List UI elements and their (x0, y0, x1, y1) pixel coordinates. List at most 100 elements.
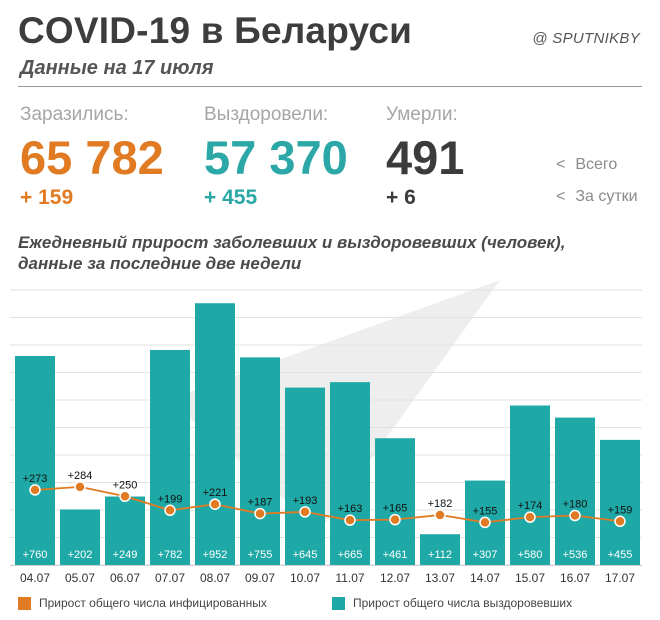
bar-label-recovered: +307 (473, 549, 498, 561)
point-infected (434, 509, 446, 521)
bar-label-recovered: +112 (428, 549, 452, 561)
line-infected (34, 485, 621, 524)
bar-recovered (285, 387, 325, 565)
stat-infected-total: 65 782 (20, 131, 164, 184)
bar-label-recovered: +202 (68, 549, 93, 561)
legend-swatch-recovered (332, 596, 345, 610)
bar-label-recovered: +665 (338, 549, 363, 561)
point-infected (479, 516, 491, 529)
bar-recovered (150, 349, 190, 565)
point-label-infected: +163 (338, 503, 363, 515)
bar-recovered (240, 357, 280, 565)
point-infected (524, 511, 536, 523)
point-label-infected: +155 (473, 505, 498, 517)
legend-recovered-label: Прирост общего числа выздоровевших (353, 596, 573, 610)
legend-infected: Прирост общего числа инфицированных (18, 596, 267, 610)
source-credit: @ SPUTNIKBY (532, 30, 640, 47)
header-divider (18, 86, 642, 87)
x-tick-label: 15.07 (515, 571, 545, 585)
chevron-left-icon: < (556, 188, 566, 205)
legend-swatch-infected (18, 596, 31, 610)
legend-recovered: Прирост общего числа выздоровевших (332, 596, 572, 610)
stat-recovered-label: Выздоровели: (204, 104, 329, 125)
point-infected (569, 509, 581, 522)
x-tick-label: 13.07 (425, 571, 455, 585)
line-group: +273 +284 +250 +199 +221 +187 +193 +163 +165 +182… (23, 470, 633, 529)
point-label-infected: +273 (23, 473, 48, 485)
point-label-infected: +182 (428, 498, 453, 510)
point-label-infected: +193 (293, 495, 318, 507)
hint-total-label: Всего (575, 156, 618, 173)
point-infected (614, 515, 626, 528)
bar-recovered (555, 417, 595, 565)
stat-infected-delta: + 159 (20, 186, 74, 209)
x-tick-label: 11.07 (335, 571, 364, 585)
x-tick-label: 16.07 (560, 571, 590, 585)
bar-label-recovered: +536 (563, 549, 588, 561)
x-tick-label: 07.07 (155, 571, 185, 585)
bar-recovered (375, 438, 415, 565)
point-label-infected: +221 (203, 487, 228, 499)
stat-died-label: Умерли: (386, 104, 458, 125)
bar-label-recovered: +755 (248, 549, 273, 561)
chart-title: Ежедневный прирост заболевших и выздоров… (18, 233, 566, 273)
point-label-infected: +174 (518, 500, 543, 512)
bar-label-recovered: +760 (23, 549, 48, 561)
x-tick-label: 04.07 (20, 571, 50, 585)
x-tick-label: 14.07 (470, 571, 500, 585)
point-infected (389, 513, 401, 526)
point-label-infected: +199 (158, 493, 183, 505)
bar-label-recovered: +455 (608, 549, 633, 561)
hint-daily: < За сутки (556, 188, 638, 206)
bar-recovered (330, 382, 370, 565)
stat-died-total: 491 (386, 131, 465, 184)
point-label-infected: +187 (248, 497, 273, 509)
stat-recovered-delta: + 455 (204, 186, 258, 209)
stat-infected: Заразились: 65 782 + 159 (20, 104, 164, 210)
point-infected (344, 514, 356, 526)
bar-label-recovered: +782 (158, 549, 183, 561)
x-axis: 04.07 05.07 06.07 07.07 08.07 09.07 10.07 11.07… (10, 565, 642, 585)
bar-label-recovered: +952 (203, 549, 228, 561)
point-label-infected: +159 (608, 504, 633, 516)
bar-recovered (600, 439, 640, 565)
point-infected (119, 490, 131, 502)
point-infected (254, 507, 266, 520)
stat-recovered: Выздоровели: 57 370 + 455 (204, 104, 348, 210)
x-tick-label: 06.07 (110, 571, 140, 585)
bar-recovered (15, 356, 55, 565)
point-infected (164, 504, 176, 517)
stat-infected-label: Заразились: (20, 104, 129, 125)
x-tick-label: 08.07 (200, 571, 230, 585)
point-label-infected: +165 (383, 503, 408, 515)
page-subtitle: Данные на 17 июля (20, 57, 214, 79)
point-label-infected: +284 (68, 470, 93, 482)
bar-label-recovered: +461 (383, 549, 408, 561)
point-infected (29, 484, 41, 496)
daily-growth-chart: +760 +202 +249 +782 +952 +755 +645 +665 +461 +112… (10, 280, 642, 585)
x-tick-label: 09.07 (245, 571, 275, 585)
point-label-infected: +250 (113, 479, 138, 491)
bar-recovered (510, 405, 550, 565)
point-label-infected: +180 (563, 499, 588, 511)
point-infected (209, 498, 221, 510)
hint-daily-label: За сутки (575, 188, 638, 205)
page-title: COVID-19 в Беларуси (18, 10, 413, 51)
chevron-left-icon: < (556, 156, 566, 173)
bar-recovered (420, 534, 460, 565)
bar-recovered (105, 496, 145, 565)
hint-total: < Всего (556, 156, 617, 174)
bar-recovered (195, 303, 235, 565)
point-infected (299, 506, 311, 518)
stat-died-delta: + 6 (386, 186, 416, 209)
bar-label-recovered: +645 (293, 549, 318, 561)
legend-infected-label: Прирост общего числа инфицированных (39, 596, 267, 610)
bar-label-recovered: +580 (518, 549, 543, 561)
x-tick-label: 12.07 (380, 571, 410, 585)
bar-label-recovered: +249 (113, 549, 138, 561)
stat-recovered-total: 57 370 (204, 131, 348, 184)
x-tick-label: 05.07 (65, 571, 95, 585)
bar-recovered (60, 509, 100, 565)
point-infected (74, 481, 86, 493)
x-tick-label: 17.07 (605, 571, 635, 585)
